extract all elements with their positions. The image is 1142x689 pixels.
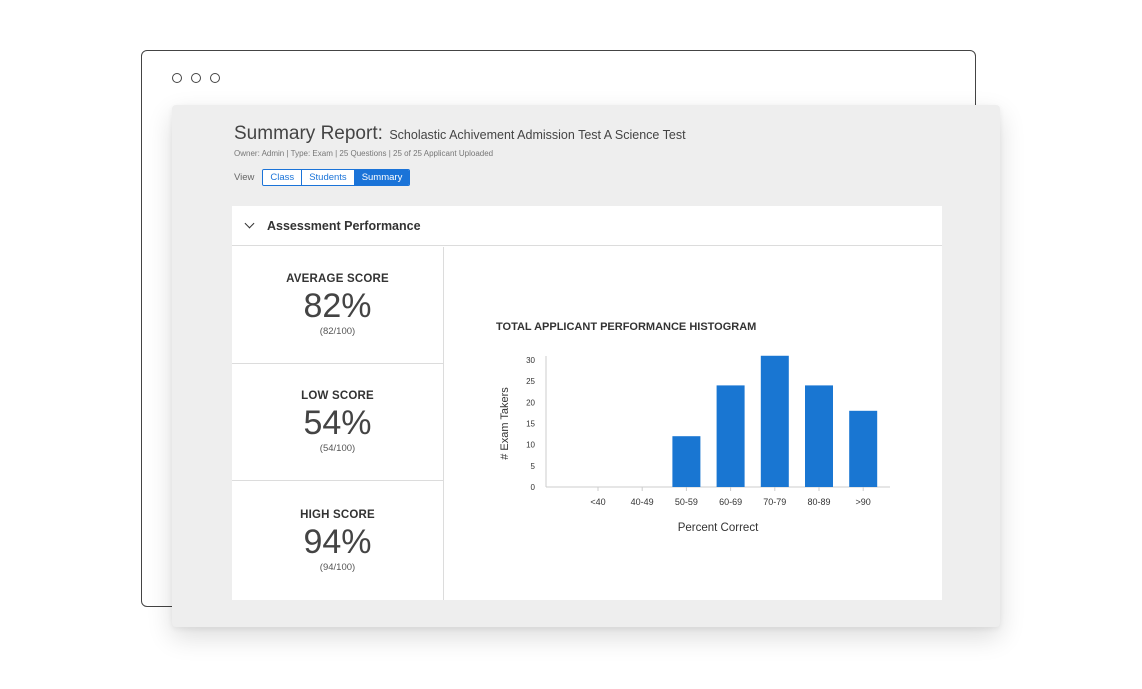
view-students-button[interactable]: Students (302, 170, 355, 185)
window-dot-icon[interactable] (191, 73, 201, 83)
high-score-stat: HIGH SCORE 94% (94/100) (232, 481, 443, 600)
stat-value: 94% (303, 522, 372, 561)
chevron-down-icon[interactable] (244, 218, 255, 229)
view-class-button[interactable]: Class (263, 170, 303, 185)
window-dot-icon[interactable] (210, 73, 220, 83)
stat-label: AVERAGE SCORE (286, 273, 389, 285)
x-tick-label: 70-79 (763, 497, 786, 507)
histogram-svg: 0 5 10 15 20 25 30 <40 40-49 50-59 60-69 70-79 80-89… (499, 355, 890, 534)
x-axis-label: Percent Correct (678, 522, 759, 534)
average-score-stat: AVERAGE SCORE 82% (82/100) (232, 247, 443, 364)
stat-value: 54% (303, 404, 372, 442)
report-title-test-name: Scholastic Achivement Admission Test A S… (389, 128, 686, 142)
x-tick-label: 80-89 (807, 497, 830, 507)
report-meta: Owner: Admin | Type: Exam | 25 Questions… (234, 149, 494, 158)
y-tick-label: 20 (526, 398, 535, 407)
panel-header[interactable]: Assessment Performance (232, 206, 942, 246)
x-tick-label: <40 (590, 497, 605, 507)
histogram-bar (849, 410, 878, 487)
view-summary-button[interactable]: Summary (354, 170, 410, 185)
window-controls (172, 73, 220, 83)
y-tick-label: 10 (526, 441, 535, 450)
y-tick-label: 0 (531, 483, 536, 492)
view-label: View (234, 172, 255, 183)
view-switcher: View Class Students Summary (234, 169, 411, 186)
x-tick-label: 50-59 (675, 497, 698, 507)
y-tick-label: 30 (526, 356, 535, 365)
stat-fraction: (82/100) (319, 326, 356, 337)
page-title: Summary Report: Scholastic Achivement Ad… (234, 123, 686, 145)
panel-title: Assessment Performance (267, 218, 421, 233)
summary-report-card: Summary Report: Scholastic Achivement Ad… (172, 105, 1000, 627)
view-segmented-control: Class Students Summary (262, 169, 411, 186)
x-tick-label: 40-49 (631, 497, 654, 507)
stat-fraction: (54/100) (319, 443, 356, 454)
chart-title: TOTAL APPLICANT PERFORMANCE HISTOGRAM (496, 321, 757, 333)
histogram-chart: TOTAL APPLICANT PERFORMANCE HISTOGRAM 0 5… (444, 247, 942, 600)
histogram-bar (760, 355, 789, 487)
x-tick-label: 60-69 (719, 497, 742, 507)
histogram-bar (716, 385, 745, 487)
stat-fraction: (94/100) (319, 561, 356, 573)
y-tick-label: 25 (526, 377, 535, 386)
histogram-bar (672, 436, 701, 487)
low-score-stat: LOW SCORE 54% (54/100) (232, 364, 443, 481)
histogram-bar (805, 385, 833, 487)
y-tick-label: 5 (531, 462, 536, 471)
y-tick-label: 15 (526, 420, 535, 429)
score-stats: AVERAGE SCORE 82% (82/100) LOW SCORE 54%… (232, 247, 444, 600)
stat-label: HIGH SCORE (300, 508, 375, 521)
stat-value: 82% (303, 287, 372, 325)
y-axis-label: # Exam Takers (499, 387, 511, 460)
report-title-main: Summary Report: (234, 123, 383, 144)
stat-label: LOW SCORE (301, 390, 374, 402)
assessment-performance-panel: Assessment Performance AVERAGE SCORE 82%… (232, 206, 942, 600)
window-dot-icon[interactable] (172, 73, 182, 83)
x-tick-label: >90 (856, 497, 871, 507)
